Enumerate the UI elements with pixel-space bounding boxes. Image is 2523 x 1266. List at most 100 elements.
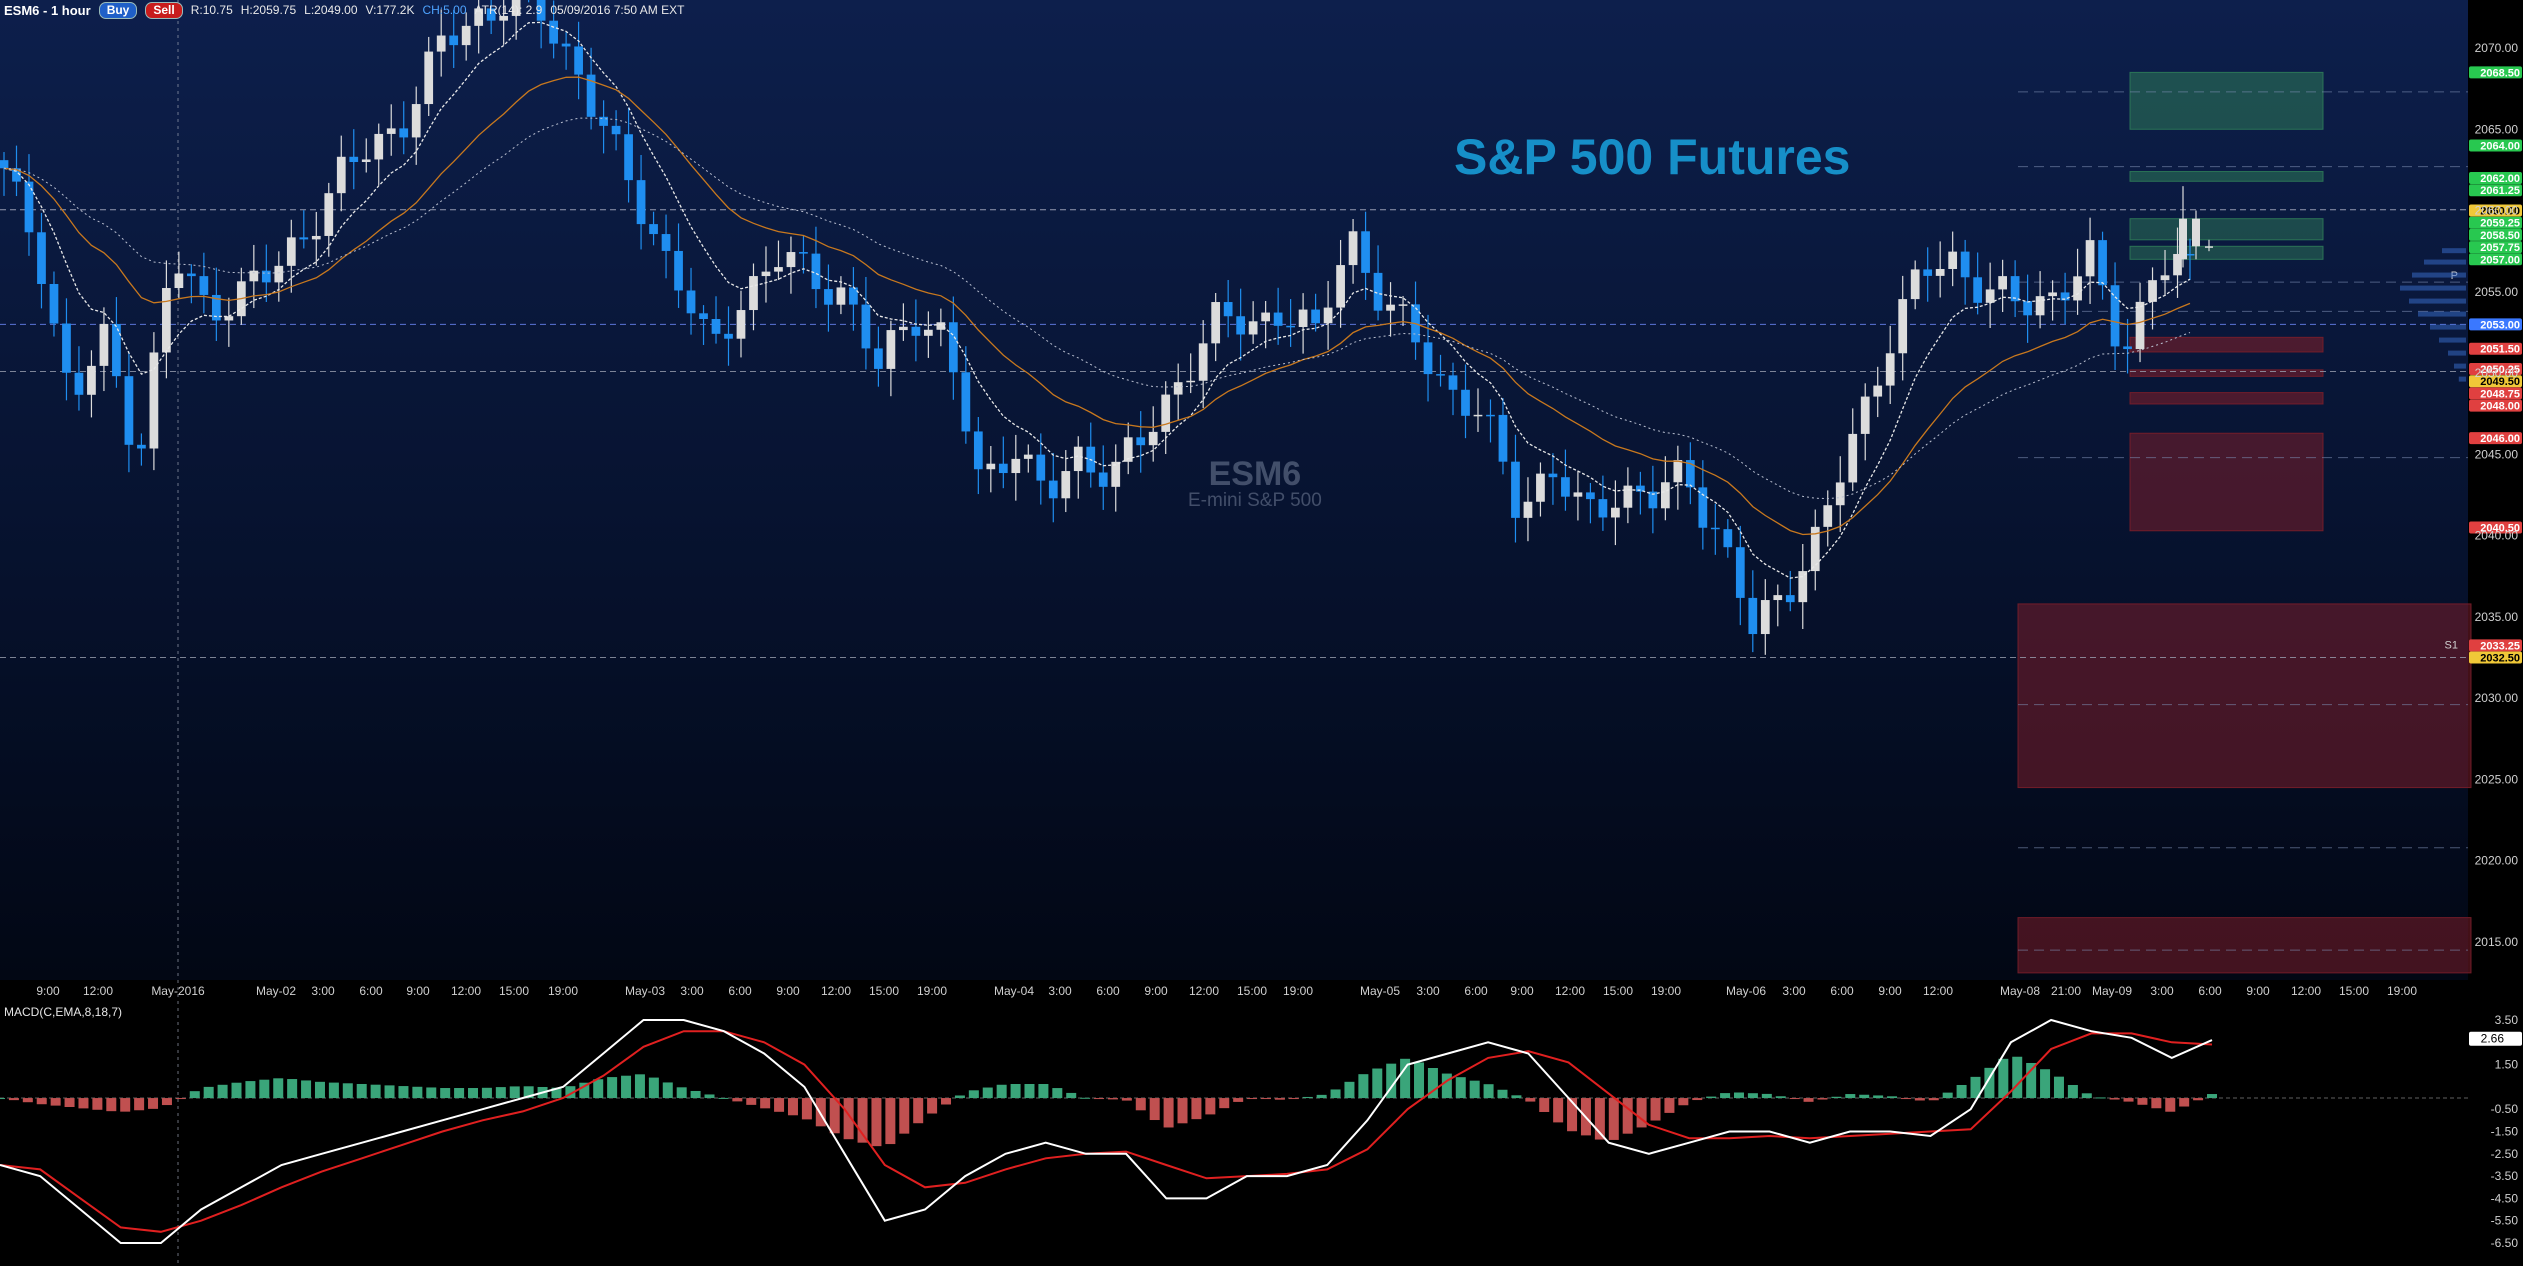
macd-histogram-bar [1650, 1098, 1661, 1121]
candle-body [1723, 529, 1733, 548]
candle-body [411, 104, 421, 138]
macd-histogram-bar [1873, 1095, 1884, 1099]
macd-histogram-bar [2067, 1084, 2078, 1099]
candle-body [349, 156, 359, 163]
candle-body [386, 128, 396, 134]
macd-histogram-bar [1066, 1092, 1077, 1099]
macd-histogram-bar [815, 1098, 826, 1127]
macd-histogram-bar [1427, 1068, 1438, 1099]
candle-body [973, 431, 983, 470]
macd-histogram-bar [1038, 1084, 1049, 1099]
macd-histogram-bar [1900, 1098, 1911, 1100]
candle-body [1061, 471, 1071, 499]
macd-histogram-bar [1358, 1074, 1369, 1099]
price-label-box [2469, 432, 2522, 445]
candle-body [2123, 346, 2132, 350]
candle-body [99, 323, 109, 366]
candle-body [361, 159, 371, 163]
candle-body [599, 116, 608, 126]
watermark-name: E-mini S&P 500 [1188, 490, 1322, 511]
candle-body [2148, 280, 2157, 302]
price-label: 2049.50 [2480, 376, 2520, 388]
time-tick-label: 15:00 [1603, 984, 1633, 998]
time-tick-label: 19:00 [2387, 984, 2417, 998]
macd-histogram-bar [398, 1086, 409, 1099]
macd-histogram-bar [0, 1098, 5, 1100]
macd-histogram-bar [1567, 1098, 1578, 1132]
candle-body [811, 253, 821, 290]
time-tick-label: 19:00 [548, 984, 578, 998]
macd-histogram-bar [1789, 1098, 1800, 1100]
macd-histogram-bar [1288, 1098, 1299, 1100]
macd-histogram-bar [495, 1087, 506, 1099]
time-tick-label: 9:00 [776, 984, 800, 998]
macd-histogram-bar [718, 1097, 729, 1099]
macd-histogram-bar [843, 1098, 854, 1140]
macd-histogram-bar [314, 1081, 325, 1099]
candle-body [824, 289, 833, 305]
candle-body [936, 322, 946, 330]
candle-body [1498, 414, 1508, 462]
candle-body [1248, 321, 1258, 335]
candle-body [1785, 595, 1795, 603]
candle-body [1511, 461, 1520, 518]
macd-histogram-bar [1747, 1093, 1758, 1099]
buy-button[interactable]: Buy [98, 1, 138, 19]
candle-body [2073, 276, 2082, 301]
symbol-timeframe[interactable]: ESM6 - 1 hour [4, 2, 91, 18]
candle-body [336, 156, 346, 194]
macd-histogram-bar [746, 1098, 757, 1105]
price-tick-label: 2030.00 [2475, 691, 2519, 705]
candle-body [661, 234, 671, 251]
candle-body [911, 326, 921, 336]
macd-histogram-bar [342, 1083, 353, 1099]
macd-histogram-bar [1233, 1098, 1244, 1102]
macd-histogram-bar [551, 1087, 562, 1099]
price-label-box [2469, 139, 2522, 152]
macd-histogram-bar [1219, 1098, 1230, 1109]
candle-body [699, 313, 708, 319]
candle-body [1573, 492, 1583, 497]
candle-body [1098, 472, 1108, 487]
price-tick-label: 2035.00 [2475, 610, 2519, 624]
macd-histogram-bar [1525, 1098, 1536, 1102]
macd-histogram-bar [1094, 1098, 1105, 1100]
volume-profile-bar [2454, 363, 2466, 369]
macd-histogram-bar [801, 1098, 812, 1120]
candle-body [286, 237, 296, 266]
candle-body [1910, 269, 1920, 300]
macd-histogram-bar [732, 1098, 743, 1102]
time-tick-label: 3:00 [1416, 984, 1440, 998]
candle-body [786, 252, 796, 268]
macd-tick-label: -6.50 [2491, 1236, 2519, 1250]
candle-body [2110, 285, 2120, 347]
price-tick-label: 2025.00 [2475, 772, 2519, 786]
candle-body [224, 316, 234, 321]
volume-profile-bar [2430, 324, 2466, 330]
candle-body [1698, 487, 1708, 528]
candle-body [149, 352, 159, 449]
macd-histogram-bar [2109, 1098, 2120, 1100]
candle-body [37, 232, 46, 284]
candle-body [1673, 460, 1683, 483]
candle-body [1923, 269, 1933, 276]
candle-body [1523, 501, 1533, 518]
ema-slow-line [3, 76, 2191, 536]
candle-body [886, 330, 896, 369]
sell-button[interactable]: Sell [145, 1, 183, 19]
candle-body [1161, 394, 1171, 432]
candle-body [561, 43, 571, 47]
candle-body [1423, 342, 1433, 375]
price-label: 2064.00 [2480, 141, 2520, 153]
price-label-box [2469, 521, 2522, 534]
price-label: 2032.50 [2480, 653, 2520, 665]
macd-tick-label: -4.50 [2491, 1191, 2519, 1205]
price-label-box [2469, 241, 2522, 254]
time-tick-label: May-02 [256, 984, 296, 998]
price-label-box [2469, 253, 2522, 266]
candle-body [1223, 302, 1233, 317]
candle-body [374, 133, 384, 160]
s1-label: S1 [2445, 640, 2458, 652]
candle-body [1835, 482, 1845, 506]
